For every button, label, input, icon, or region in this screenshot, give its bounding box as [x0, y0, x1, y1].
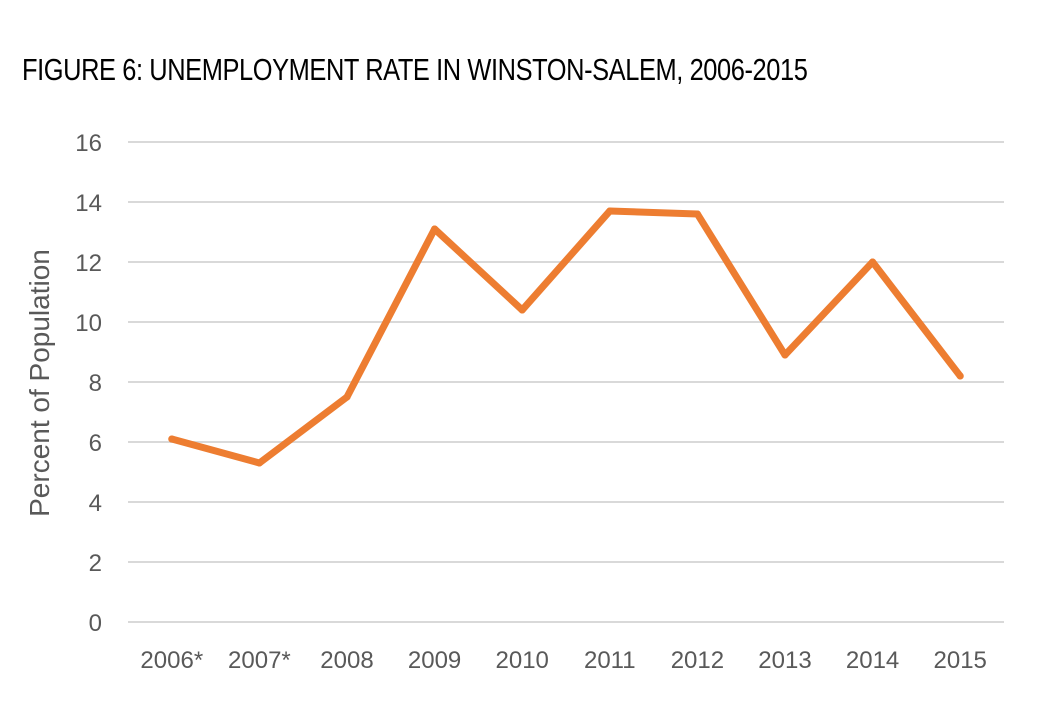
data-point-2009 [431, 225, 439, 233]
y-tick-label: 0 [89, 610, 102, 637]
x-tick-label: 2013 [758, 647, 811, 674]
y-tick-label: 2 [89, 550, 102, 577]
y-tick-label: 4 [89, 490, 102, 517]
x-tick-label: 2010 [496, 647, 549, 674]
x-tick-label: 2009 [408, 647, 461, 674]
y-axis-ticks: 0 2 4 6 8 10 12 14 16 [75, 130, 102, 637]
data-point-2014 [869, 258, 877, 266]
y-tick-label: 14 [75, 190, 102, 217]
series-line-0 [168, 207, 964, 467]
y-tick-label: 16 [75, 130, 102, 157]
chart-title: FIGURE 6: UNEMPLOYMENT RATE IN WINSTON-S… [22, 52, 808, 87]
x-tick-label: 2012 [671, 647, 724, 674]
data-point-2015 [956, 372, 964, 380]
data-point-2011 [606, 207, 614, 215]
y-tick-label: 10 [75, 310, 102, 337]
data-point-2012 [693, 210, 701, 218]
x-tick-label: 2008 [320, 647, 373, 674]
y-tick-label: 6 [89, 430, 102, 457]
y-axis-label: Percent of Population [24, 249, 55, 517]
y-tick-label: 8 [89, 370, 102, 397]
x-tick-label: 2011 [584, 647, 636, 674]
x-axis-ticks: 2006* 2007* 2008 2009 2010 2011 2012 2013 2014 20… [140, 647, 986, 674]
data-point-2010 [518, 306, 526, 314]
data-point-2006* [168, 435, 176, 443]
data-point-2007* [255, 459, 263, 467]
x-tick-label: 2007* [228, 647, 291, 674]
x-tick-label: 2006* [140, 647, 203, 674]
data-point-2013 [781, 351, 789, 359]
x-tick-label: 2015 [934, 647, 987, 674]
data-point-2008 [343, 393, 351, 401]
series-layer [168, 207, 964, 467]
gridlines [128, 141, 1004, 623]
x-tick-label: 2014 [846, 647, 899, 674]
y-tick-label: 12 [75, 250, 102, 277]
